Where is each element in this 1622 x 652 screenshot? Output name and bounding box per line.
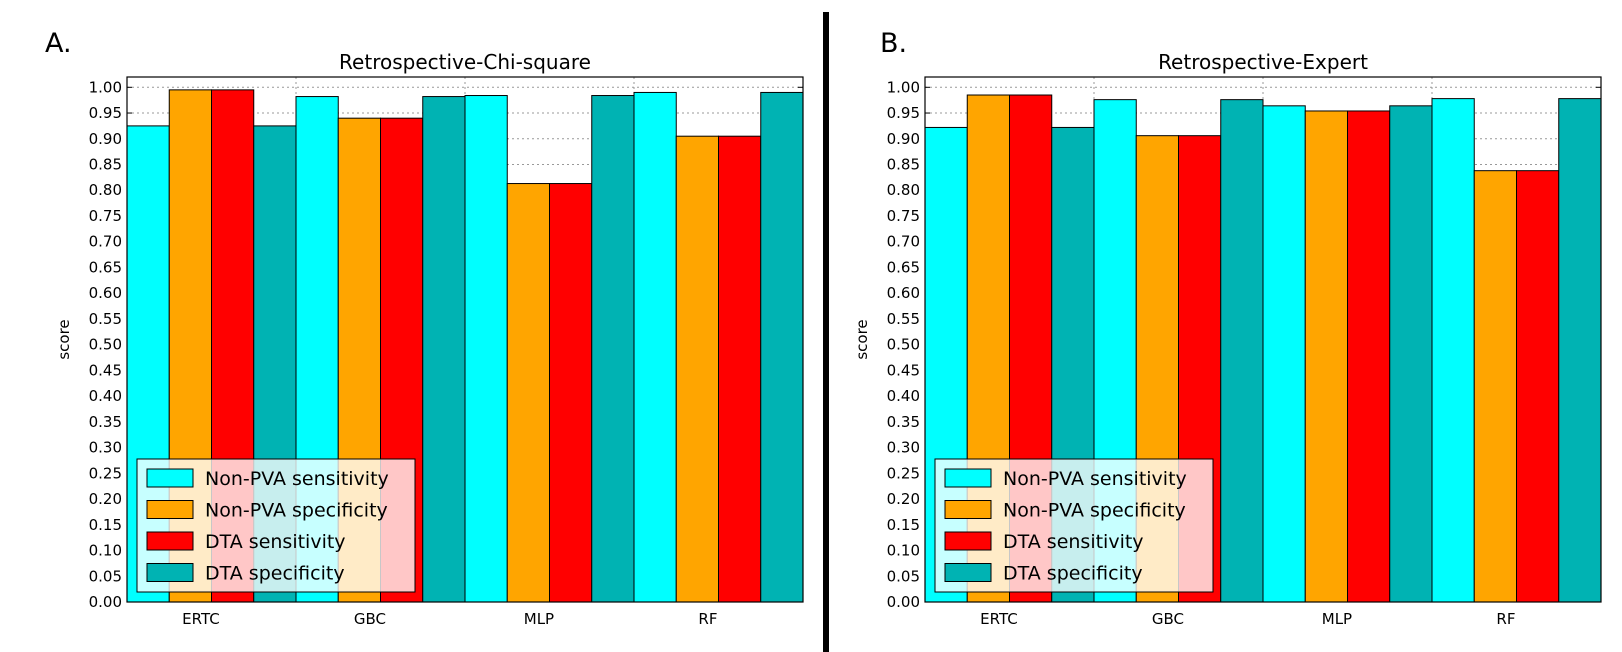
bar-1-mlp xyxy=(464,95,508,603)
x-tick-label: ERTC xyxy=(980,610,1018,628)
y-tick-label: 0.75 xyxy=(89,207,122,225)
x-tick-label: ERTC xyxy=(182,610,220,628)
chart-panel-b: B. Retrospective-Expert 0.00 0.05 0.10 0.15 0.… xyxy=(853,28,1602,628)
y-tick-label: 0.80 xyxy=(887,181,920,199)
bar-4-gbc xyxy=(422,96,466,603)
y-tick-label: 0.25 xyxy=(89,464,122,482)
y-tick-label: 0.30 xyxy=(89,439,122,457)
y-tick-label: 0.00 xyxy=(89,593,122,611)
y-tick-label: 0.50 xyxy=(89,336,122,354)
y-tick-label: 0.20 xyxy=(887,490,920,508)
y-tick-label: 0.45 xyxy=(887,361,920,379)
y-tick-label: 0.10 xyxy=(89,542,122,560)
legend-entry: DTA specificity xyxy=(1003,563,1143,585)
x-tick-label: MLP xyxy=(1322,610,1352,628)
y-tick-label: 0.40 xyxy=(89,387,122,405)
legend-entry: DTA specificity xyxy=(205,563,345,585)
y-tick-label: 0.10 xyxy=(887,542,920,560)
x-tick-label: RF xyxy=(1496,610,1515,628)
y-tick-label: 1.00 xyxy=(89,78,122,96)
legend-swatch xyxy=(146,531,194,551)
legend: Non-PVA sensitivity Non-PVA specificity DT… xyxy=(136,458,416,593)
y-tick-label: 0.35 xyxy=(89,413,122,431)
y-tick-label: 0.85 xyxy=(887,156,920,174)
bar-2-mlp xyxy=(506,183,550,603)
y-tick-label: 0.40 xyxy=(887,387,920,405)
legend-entry: Non-PVA sensitivity xyxy=(205,468,389,490)
y-tick-label: 0.65 xyxy=(89,258,122,276)
y-tick-label: 0.05 xyxy=(887,567,920,585)
legend-swatch xyxy=(146,563,194,582)
y-tick-label: 1.00 xyxy=(887,78,920,96)
legend-swatch xyxy=(944,563,992,582)
y-tick-label: 0.35 xyxy=(887,413,920,431)
y-axis-label: score xyxy=(853,319,871,359)
y-tick-label: 0.15 xyxy=(89,516,122,534)
bar-1-rf xyxy=(1431,98,1475,603)
bar-2-mlp xyxy=(1304,110,1348,603)
y-tick-label: 0.65 xyxy=(887,258,920,276)
bar-4-gbc xyxy=(1220,99,1264,603)
legend-swatch xyxy=(146,500,194,519)
bar-3-rf xyxy=(718,135,762,603)
panel-label: B. xyxy=(880,28,907,59)
bar-3-rf xyxy=(1516,170,1560,603)
y-tick-label: 0.90 xyxy=(89,130,122,148)
legend-entry: Non-PVA specificity xyxy=(205,500,388,522)
y-tick-label: 0.80 xyxy=(89,181,122,199)
x-tick-label: GBC xyxy=(1152,610,1184,628)
chart-title: Retrospective-Chi-square xyxy=(339,50,591,74)
y-tick-label: 0.00 xyxy=(887,593,920,611)
legend-entry: DTA sensitivity xyxy=(1003,531,1144,553)
y-tick-label: 0.50 xyxy=(887,336,920,354)
x-tick-label: MLP xyxy=(524,610,554,628)
bar-4-mlp xyxy=(591,95,635,603)
y-tick-label: 0.60 xyxy=(887,284,920,302)
y-tick-label: 0.70 xyxy=(887,233,920,251)
bar-3-mlp xyxy=(549,183,593,603)
y-tick-label: 0.15 xyxy=(887,516,920,534)
legend-swatch xyxy=(944,500,992,519)
bar-1-rf xyxy=(633,91,677,603)
plot-frame xyxy=(126,76,804,603)
bar-2-rf xyxy=(1473,170,1517,603)
plot-frame xyxy=(924,76,1602,603)
y-tick-label: 0.95 xyxy=(887,104,920,122)
y-tick-label: 0.95 xyxy=(89,104,122,122)
x-tick-label: GBC xyxy=(354,610,386,628)
y-tick-label: 0.45 xyxy=(89,361,122,379)
chart-panel-a: A. Retrospective-Chi-square 0.00 0.05 0.10 0.… xyxy=(45,28,804,628)
legend-swatch xyxy=(944,468,992,488)
y-tick-label: 0.30 xyxy=(887,439,920,457)
legend-entry: Non-PVA sensitivity xyxy=(1003,468,1187,490)
bar-3-mlp xyxy=(1347,110,1391,603)
y-tick-label: 0.25 xyxy=(887,464,920,482)
legend-swatch xyxy=(146,468,194,488)
legend-entry: DTA sensitivity xyxy=(205,531,346,553)
bar-4-mlp xyxy=(1389,105,1433,603)
x-tick-label: RF xyxy=(698,610,717,628)
legend-entry: Non-PVA specificity xyxy=(1003,500,1186,522)
legend-swatch xyxy=(944,531,992,551)
y-tick-label: 0.05 xyxy=(89,567,122,585)
bar-4-rf xyxy=(760,91,804,603)
chart-title: Retrospective-Expert xyxy=(1158,50,1368,74)
y-tick-label: 0.60 xyxy=(89,284,122,302)
legend: Non-PVA sensitivity Non-PVA specificity DT… xyxy=(934,458,1214,593)
y-tick-label: 0.90 xyxy=(887,130,920,148)
bar-2-rf xyxy=(675,135,719,603)
y-tick-label: 0.55 xyxy=(89,310,122,328)
bar-4-rf xyxy=(1558,98,1602,603)
panel-label: A. xyxy=(45,28,72,59)
bar-1-mlp xyxy=(1262,105,1306,603)
y-tick-label: 0.85 xyxy=(89,156,122,174)
y-tick-label: 0.75 xyxy=(887,207,920,225)
y-tick-label: 0.20 xyxy=(89,490,122,508)
y-tick-label: 0.55 xyxy=(887,310,920,328)
y-axis-label: score xyxy=(55,319,73,359)
y-tick-label: 0.70 xyxy=(89,233,122,251)
